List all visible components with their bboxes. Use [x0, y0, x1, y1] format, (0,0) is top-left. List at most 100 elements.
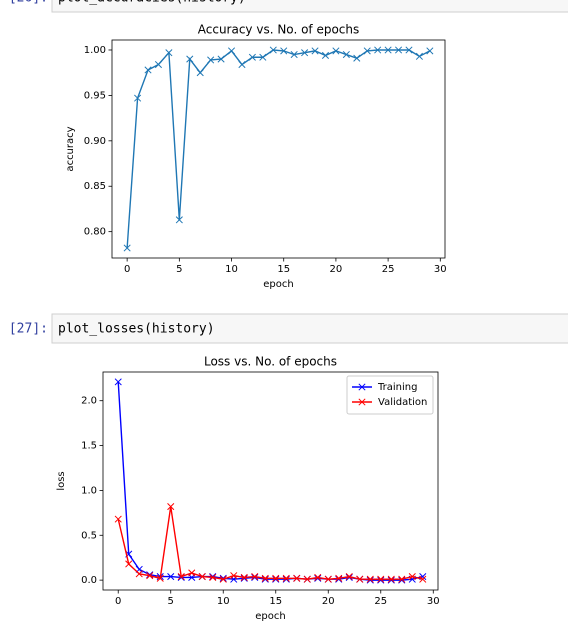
- series-line: [117, 381, 423, 581]
- x-tick-label: 10: [225, 264, 238, 275]
- data-point: [219, 574, 227, 582]
- data-point: [374, 46, 382, 54]
- cell-code[interactable]: plot_losses(history): [58, 322, 215, 337]
- data-point: [123, 244, 131, 252]
- data-point: [384, 46, 392, 54]
- data-point: [154, 60, 163, 69]
- cell-prompt: In [27]:: [0, 322, 48, 337]
- y-tick-label: 0.5: [81, 530, 97, 541]
- data-point: [248, 53, 256, 61]
- legend-marker: [358, 383, 366, 391]
- data-point: [293, 574, 301, 582]
- data-point: [301, 49, 309, 57]
- data-point: [261, 574, 269, 582]
- data-point: [167, 503, 175, 511]
- x-tick-label: 25: [374, 596, 387, 607]
- data-point: [156, 574, 164, 582]
- data-point: [387, 575, 395, 583]
- y-tick-label: 2.0: [81, 396, 97, 407]
- code-cell-box[interactable]: [51, 0, 568, 13]
- data-point: [280, 47, 288, 55]
- data-point: [240, 573, 248, 581]
- data-point: [272, 575, 280, 583]
- data-point: [377, 575, 385, 583]
- data-point: [342, 50, 350, 59]
- data-point: [227, 47, 236, 55]
- y-tick-label: 1.5: [81, 441, 97, 452]
- x-tick-label: 5: [176, 264, 182, 275]
- data-point: [405, 46, 413, 54]
- data-point: [217, 55, 225, 63]
- cell-code[interactable]: plot_accuracies(history): [58, 0, 246, 6]
- data-point: [230, 572, 238, 580]
- x-axis-label: epoch: [255, 611, 285, 622]
- data-point: [394, 46, 403, 54]
- data-point: [282, 574, 290, 582]
- y-tick-label: 1.0: [81, 485, 97, 496]
- data-point: [188, 569, 196, 577]
- x-tick-label: 0: [124, 264, 130, 275]
- data-point: [311, 47, 319, 55]
- data-point: [415, 52, 423, 60]
- data-point: [165, 49, 173, 57]
- data-point: [114, 378, 122, 386]
- y-tick-label: 0.90: [84, 136, 106, 147]
- data-point: [356, 575, 364, 583]
- data-point: [387, 576, 395, 584]
- data-point: [196, 69, 204, 77]
- data-point: [321, 51, 330, 59]
- data-point: [146, 572, 154, 580]
- x-tick-label: 25: [382, 264, 395, 275]
- data-point: [366, 576, 374, 584]
- data-point: [345, 573, 353, 581]
- data-point: [261, 575, 269, 583]
- x-tick-label: 15: [277, 264, 290, 275]
- data-point: [269, 46, 277, 54]
- data-point: [134, 94, 142, 102]
- data-point: [186, 55, 194, 63]
- x-tick-label: 0: [115, 596, 121, 607]
- data-point: [335, 574, 343, 582]
- y-tick-label: 0.95: [84, 90, 106, 101]
- data-point: [207, 56, 215, 64]
- data-point: [167, 572, 175, 581]
- legend-label: Training: [377, 382, 417, 393]
- data-point: [353, 54, 361, 62]
- data-point: [135, 570, 143, 578]
- data-point: [177, 572, 185, 581]
- data-point: [198, 572, 206, 581]
- chart-title: Loss vs. No. of epochs: [204, 355, 337, 369]
- data-point: [314, 573, 322, 581]
- code-cell-box[interactable]: [51, 313, 568, 344]
- plot-frame: [111, 39, 446, 259]
- legend-box: [346, 375, 434, 415]
- data-point: [259, 53, 267, 61]
- data-point: [238, 60, 246, 69]
- data-point: [314, 574, 322, 582]
- y-tick-label: 0.0: [81, 575, 97, 586]
- data-point: [419, 575, 427, 583]
- x-axis-label: epoch: [263, 279, 293, 290]
- data-point: [219, 575, 227, 583]
- legend-marker: [358, 398, 366, 406]
- data-point: [240, 574, 248, 582]
- legend-label: Validation: [378, 397, 427, 408]
- y-axis-label: accuracy: [65, 126, 76, 171]
- data-point: [366, 575, 374, 583]
- data-point: [144, 66, 152, 74]
- data-point: [175, 216, 183, 224]
- x-tick-label: 20: [330, 264, 343, 275]
- data-point: [303, 575, 311, 583]
- data-point: [398, 575, 406, 583]
- data-point: [363, 47, 371, 55]
- data-point: [114, 515, 122, 523]
- data-point: [377, 576, 385, 584]
- y-tick-label: 0.80: [84, 227, 106, 238]
- data-point: [335, 575, 343, 583]
- plot-frame: [102, 371, 439, 591]
- data-point: [324, 575, 332, 583]
- y-tick-label: 1.00: [84, 45, 106, 56]
- data-point: [426, 47, 434, 55]
